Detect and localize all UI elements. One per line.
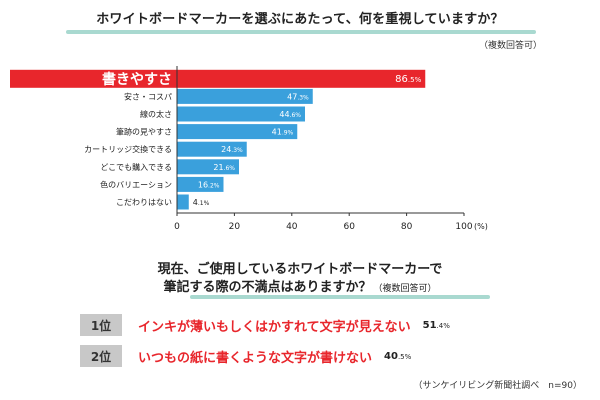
rank-row-1: 1位 インキが薄いもしくはかすれて文字が見えない 51.4% xyxy=(80,314,450,336)
source-note: （サンケイリビング新聞社調べ n=90） xyxy=(413,381,582,391)
value-label-7: 4.1% xyxy=(193,198,210,207)
second-question-note: （複数回答可） xyxy=(373,284,437,294)
second-question-title-line1: 現在、ご使用しているホワイトボードマーカーで xyxy=(157,262,443,277)
rank-percent-1: 51.4% xyxy=(423,320,450,331)
category-label-2: 線の太さ xyxy=(140,109,172,119)
bar-3 xyxy=(177,124,298,140)
second-question-title-line2: 筆記する際の不満点はありますか？ （複数回答可） xyxy=(0,276,600,295)
rank-badge-2: 2位 xyxy=(80,345,122,367)
bar-7 xyxy=(177,194,189,210)
category-label-5: どこでも購入できる xyxy=(100,162,172,172)
value-label-1: 47.3% xyxy=(287,92,309,101)
x-tick-label-4: 80 xyxy=(401,222,413,232)
value-label-2: 44.6% xyxy=(279,110,301,119)
rank-percent-2-int: 40 xyxy=(384,350,398,362)
x-unit-label: (%) xyxy=(474,222,488,231)
bar-1 xyxy=(177,88,313,104)
multiple-answer-note: （複数回答可） xyxy=(478,41,542,51)
category-label-4: カートリッジ交換できる xyxy=(84,144,172,154)
x-tick-label-5: 100 xyxy=(455,222,472,232)
category-label-6: 色のバリエーション xyxy=(100,179,172,189)
chart-title: ホワイトボードマーカーを選ぶにあたって、何を重視していますか？ xyxy=(96,12,504,27)
second-question-title-text: 筆記する際の不満点はありますか？ xyxy=(163,280,372,295)
rank-badge-1: 1位 xyxy=(80,314,122,336)
rank-percent-2: 40.5% xyxy=(384,351,411,362)
category-label-3: 筆跡の見やすさ xyxy=(116,127,172,137)
category-label-0: 書きやすさ xyxy=(102,71,172,88)
title-underline xyxy=(66,30,536,34)
second-title-underline xyxy=(190,295,490,299)
bar-4 xyxy=(177,141,247,157)
rank-text-2: いつもの紙に書くような文字が書けない xyxy=(138,350,373,366)
category-label-1: 安さ・コスパ xyxy=(124,91,172,101)
x-tick-label-3: 60 xyxy=(343,222,355,232)
bar-2 xyxy=(177,106,306,122)
bar-chart: 書きやすさ 86.5% 安さ・コスパ 47.3% 線の太さ 44.6% 筆跡の見やすさ 41.… xyxy=(10,66,488,232)
rank-row-2: 2位 いつもの紙に書くような文字が書けない 40.5% xyxy=(80,345,411,367)
x-tick-label-1: 20 xyxy=(229,222,241,232)
bar-6 xyxy=(177,176,224,192)
value-label-3: 41.9% xyxy=(272,128,294,137)
value-label-4: 24.3% xyxy=(221,145,243,154)
x-tick-label-0: 0 xyxy=(174,222,180,232)
value-label-6: 16.2% xyxy=(198,180,220,189)
rank-percent-1-int: 51 xyxy=(422,319,437,331)
rank-percent-1-dec: .4% xyxy=(436,321,450,330)
rank-text-1: インキが薄いもしくはかすれて文字が見えない xyxy=(138,319,411,335)
value-label-0: 86.5% xyxy=(395,74,421,85)
category-label-7: こだわりはない xyxy=(116,198,172,207)
bar-highlight-0 xyxy=(10,69,426,88)
rank-percent-2-dec: .5% xyxy=(397,352,412,361)
x-tick-label-2: 40 xyxy=(286,222,298,232)
value-label-5: 21.6% xyxy=(213,163,235,172)
bar-5 xyxy=(177,159,239,175)
